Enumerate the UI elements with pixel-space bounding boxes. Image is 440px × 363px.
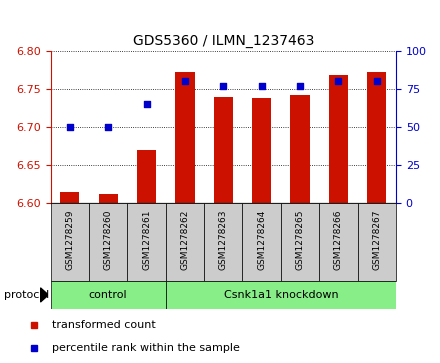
Point xyxy=(220,83,227,89)
Text: protocol: protocol xyxy=(4,290,50,300)
Bar xyxy=(214,97,233,203)
Polygon shape xyxy=(40,288,48,302)
Bar xyxy=(242,203,281,281)
Text: GSM1278267: GSM1278267 xyxy=(372,209,381,270)
Bar xyxy=(60,192,79,203)
Text: Csnk1a1 knockdown: Csnk1a1 knockdown xyxy=(224,290,338,300)
Text: control: control xyxy=(89,290,128,300)
Point xyxy=(297,83,304,89)
Text: GSM1278265: GSM1278265 xyxy=(296,209,304,270)
Bar xyxy=(89,203,127,281)
Text: GSM1278266: GSM1278266 xyxy=(334,209,343,270)
Text: GSM1278260: GSM1278260 xyxy=(104,209,113,270)
Point xyxy=(105,124,112,130)
Text: GSM1278259: GSM1278259 xyxy=(65,209,74,270)
Bar xyxy=(281,203,319,281)
Bar xyxy=(99,194,118,203)
Point xyxy=(373,78,380,84)
Bar xyxy=(329,75,348,203)
Bar xyxy=(204,203,242,281)
Point xyxy=(181,78,188,84)
Bar xyxy=(166,203,204,281)
Point xyxy=(258,83,265,89)
Text: GSM1278261: GSM1278261 xyxy=(142,209,151,270)
Bar xyxy=(51,281,166,309)
Point xyxy=(335,78,342,84)
Text: GSM1278262: GSM1278262 xyxy=(180,209,190,270)
Bar xyxy=(290,95,310,203)
Bar xyxy=(358,203,396,281)
Bar xyxy=(175,72,194,203)
Bar xyxy=(319,203,358,281)
Bar xyxy=(166,281,396,309)
Title: GDS5360 / ILMN_1237463: GDS5360 / ILMN_1237463 xyxy=(132,34,314,48)
Text: GSM1278264: GSM1278264 xyxy=(257,209,266,270)
Point xyxy=(66,124,73,130)
Point xyxy=(143,101,150,107)
Bar xyxy=(51,203,89,281)
Bar xyxy=(367,72,386,203)
Text: percentile rank within the sample: percentile rank within the sample xyxy=(52,343,239,352)
Bar xyxy=(127,203,166,281)
Text: GSM1278263: GSM1278263 xyxy=(219,209,228,270)
Bar xyxy=(252,98,271,203)
Bar xyxy=(137,150,156,203)
Text: transformed count: transformed count xyxy=(52,321,155,330)
